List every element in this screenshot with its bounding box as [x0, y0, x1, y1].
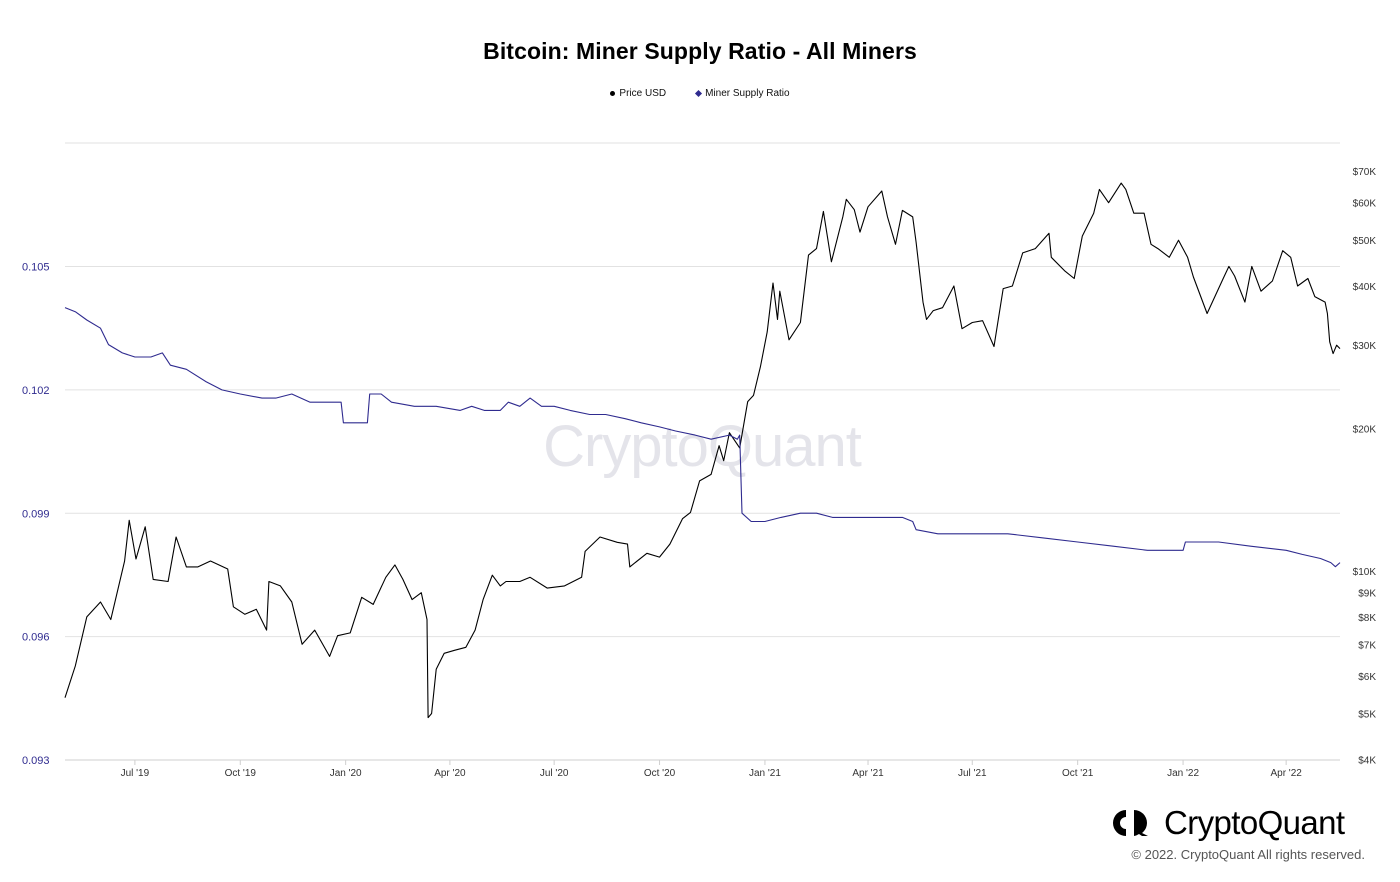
x-tick-label: Oct '20 [644, 768, 676, 779]
x-tick-label: Oct '21 [1062, 768, 1094, 779]
right-tick-label: $70K [1353, 167, 1377, 178]
x-tick-label: Jul '20 [540, 768, 569, 779]
left-tick-label: 0.102 [22, 385, 50, 397]
right-tick-label: $9K [1358, 589, 1376, 600]
right-tick-label: $60K [1353, 199, 1377, 210]
left-tick-label: 0.096 [22, 632, 50, 644]
legend-marker-price [610, 91, 616, 96]
copyright-text: © 2022. CryptoQuant All rights reserved. [1131, 847, 1365, 862]
x-tick-label: Apr '20 [434, 768, 466, 779]
x-tick-label: Apr '22 [1270, 768, 1302, 779]
legend-item-miner-supply-ratio[interactable]: Miner Supply Ratio [695, 88, 790, 99]
left-axis: 0.093 0.096 0.099 0.102 0.105 [22, 262, 50, 768]
grid-lines [65, 142, 1340, 761]
series-line-price-usd [64, 182, 1341, 719]
right-tick-label: $6K [1358, 672, 1376, 683]
legend-item-price[interactable]: Price USD [610, 88, 666, 99]
watermark: CryptoQuant [543, 414, 862, 479]
x-tick-label: Oct '19 [225, 768, 257, 779]
cryptoquant-logo: CryptoQuant [1112, 804, 1345, 842]
left-tick-label: 0.093 [22, 755, 50, 767]
right-tick-label: $30K [1353, 341, 1377, 352]
right-tick-label: $7K [1358, 640, 1376, 651]
right-axis: $4K $5K $6K $7K $8K $9K $10K $20K $30K $40K $50K $6… [1353, 167, 1377, 766]
legend-label-miner-supply-ratio: Miner Supply Ratio [705, 88, 790, 99]
chart-title: Bitcoin: Miner Supply Ratio - All Miners [483, 38, 917, 64]
chart-plot: CryptoQuant 0.093 0.096 0.099 0.102 0.105 $4… [22, 142, 1377, 779]
x-axis: Jul '19 Oct '19 Jan '20 Apr '20 Jul '20 Oct '… [121, 760, 1302, 779]
logo-text: CryptoQuant [1164, 804, 1345, 841]
x-tick-label: Jul '21 [958, 768, 987, 779]
series-lines [64, 182, 1341, 719]
x-tick-label: Apr '21 [852, 768, 884, 779]
right-tick-label: $8K [1358, 613, 1376, 624]
x-tick-label: Jul '19 [121, 768, 150, 779]
x-tick-label: Jan '21 [749, 768, 781, 779]
legend: Price USD Miner Supply Ratio [0, 88, 1400, 99]
x-tick-label: Jan '22 [1167, 768, 1199, 779]
left-tick-label: 0.099 [22, 508, 50, 520]
legend-label-price: Price USD [619, 88, 667, 99]
right-tick-label: $40K [1353, 282, 1377, 293]
cryptoquant-logo-icon [1113, 810, 1148, 836]
right-tick-label: $50K [1353, 236, 1377, 247]
x-tick-label: Jan '20 [330, 768, 362, 779]
right-tick-label: $5K [1358, 709, 1376, 720]
left-tick-label: 0.105 [22, 262, 50, 274]
right-tick-label: $4K [1358, 755, 1376, 766]
right-tick-label: $10K [1353, 567, 1377, 578]
right-tick-label: $20K [1353, 425, 1377, 436]
series-line-miner-supply-ratio [64, 307, 1341, 568]
